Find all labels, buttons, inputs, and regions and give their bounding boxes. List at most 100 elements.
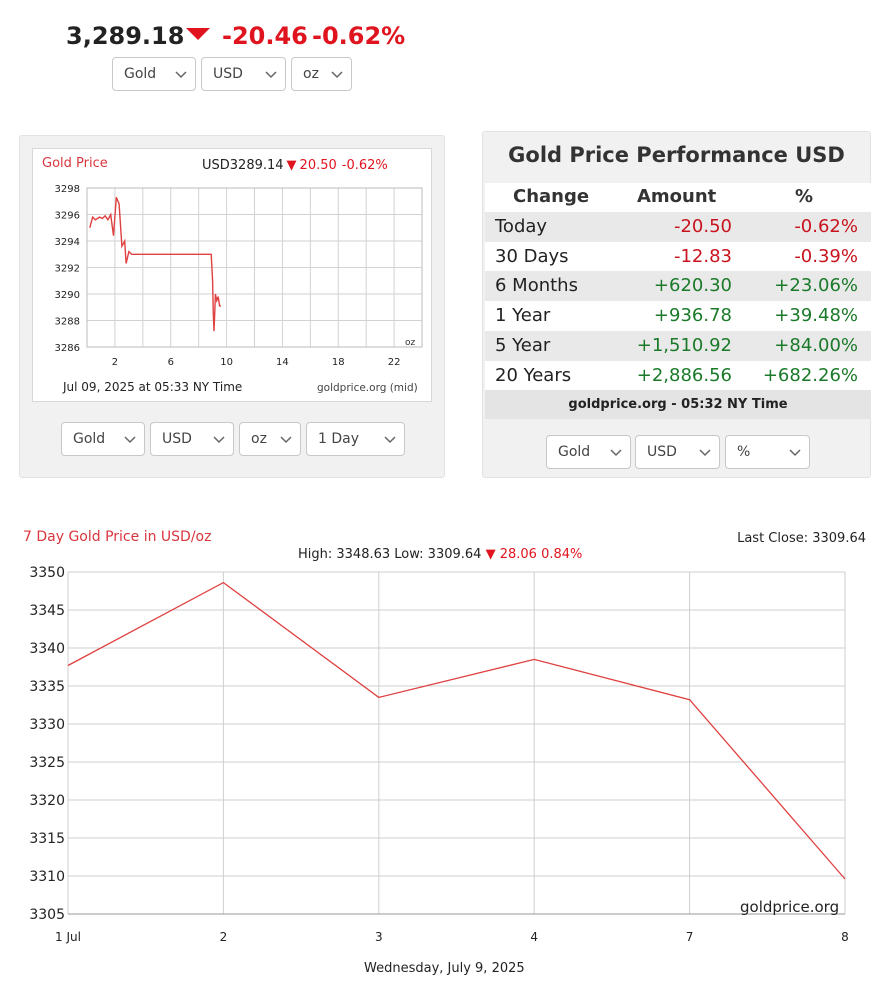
y-tick-label: 3290 — [55, 290, 80, 301]
intraday-chart-frame — [32, 148, 432, 402]
performance-row: 1 Year +936.78 +39.48% — [485, 301, 871, 332]
performance-row-amount: -12.83 — [673, 245, 732, 267]
performance-row-percent: +39.48% — [774, 305, 858, 327]
perf-mode-select[interactable]: % — [725, 435, 810, 469]
x-tick-label: 6 — [168, 357, 174, 368]
y-tick-label: 3310 — [29, 869, 65, 885]
performance-title: Gold Price Performance USD — [508, 143, 845, 167]
perf-mode-select-value: % — [737, 444, 751, 460]
metal-select[interactable]: Gold — [112, 57, 196, 91]
weekly-chart-date: Wednesday, July 9, 2025 — [364, 961, 525, 976]
chart-currency-select-value: USD — [162, 431, 192, 447]
y-tick-label: 3340 — [29, 641, 65, 657]
y-tick-label: 3292 — [55, 264, 80, 275]
y-tick-label: 3345 — [29, 603, 65, 619]
y-tick-label: 3335 — [29, 679, 65, 695]
x-tick-label: 14 — [276, 357, 289, 368]
currency-select-value: USD — [213, 66, 243, 82]
performance-row: Today -20.50 -0.62% — [485, 212, 871, 242]
chevron-down-icon — [265, 71, 277, 79]
performance-row-amount: +620.30 — [653, 275, 732, 297]
chart-metal-select[interactable]: Gold — [61, 422, 145, 456]
chart-unit-select-value: oz — [251, 431, 267, 447]
x-tick-label: 22 — [388, 357, 401, 368]
high-low-values: High: 3348.63 Low: 3309.64 — [298, 547, 482, 562]
intraday-timestamp: Jul 09, 2025 at 05:33 NY Time — [62, 380, 242, 394]
performance-row: 30 Days -12.83 -0.39% — [485, 241, 871, 272]
performance-row-label: Today — [495, 216, 548, 237]
intraday-chart: Gold Price USD3289.14 ▼ 20.50 -0.62% 3298 32… — [42, 156, 423, 394]
performance-row-percent: -0.39% — [794, 245, 858, 267]
chevron-down-icon — [699, 449, 711, 457]
y-tick-label: 3330 — [29, 717, 65, 733]
performance-row-percent: -0.62% — [794, 216, 858, 237]
performance-row-label: 20 Years — [495, 364, 572, 386]
down-triangle-icon: ▼ — [485, 547, 496, 562]
x-tick-label: 10 — [220, 357, 233, 368]
perf-metal-select-value: Gold — [558, 444, 591, 460]
performance-row: 6 Months +620.30 +23.06% — [485, 271, 871, 302]
col-header-amount: Amount — [637, 186, 717, 207]
performance-row-label: 5 Year — [495, 334, 551, 356]
y-tick-label: 3286 — [55, 343, 80, 354]
performance-footer: goldprice.org - 05:32 NY Time — [485, 390, 871, 419]
performance-row: 20 Years +2,886.56 +682.26% — [485, 360, 871, 391]
chevron-down-icon — [175, 71, 187, 79]
high-low-summary: High: 3348.63 Low: 3309.64 ▼ 28.06 0.84% — [298, 547, 582, 562]
chart-range-select-value: 1 Day — [318, 431, 360, 447]
performance-row-amount: +1,510.92 — [636, 334, 732, 356]
price-change: -20.46 — [222, 22, 308, 50]
weekly-change: 28.06 0.84% — [499, 547, 583, 562]
performance-row-percent: +23.06% — [774, 275, 858, 297]
performance-row-amount: +2,886.56 — [636, 364, 732, 386]
down-arrow-icon — [186, 28, 210, 40]
metal-select-value: Gold — [124, 66, 157, 82]
currency-select[interactable]: USD — [201, 57, 286, 91]
y-tick-label: 3320 — [29, 793, 65, 809]
y-tick-label: 3294 — [55, 237, 80, 248]
y-tick-label: 3296 — [55, 211, 80, 222]
performance-row-label: 30 Days — [495, 245, 569, 267]
x-tick-label: 3 — [375, 930, 383, 944]
x-tick-label: 2 — [220, 930, 228, 944]
chevron-down-icon — [331, 71, 343, 79]
intraday-chart-title: Gold Price — [42, 156, 108, 171]
y-tick-label: 3350 — [29, 565, 65, 581]
chevron-down-icon — [789, 449, 801, 457]
weekly-chart-title: 7 Day Gold Price in USD/oz — [23, 529, 212, 545]
chevron-down-icon — [610, 449, 622, 457]
y-tick-label: 3298 — [55, 184, 80, 195]
unit-select-value: oz — [303, 66, 319, 82]
x-tick-label: 7 — [686, 930, 694, 944]
weekly-price-line — [67, 581, 846, 880]
col-header-change: Change — [513, 186, 590, 207]
last-close: Last Close: 3309.64 — [737, 531, 866, 546]
perf-currency-select-value: USD — [647, 444, 677, 460]
chart-currency-select[interactable]: USD — [150, 422, 234, 456]
unit-label: oz — [405, 338, 416, 348]
intraday-price-line — [89, 197, 221, 332]
perf-currency-select[interactable]: USD — [635, 435, 720, 469]
performance-row-label: 1 Year — [495, 305, 551, 327]
chevron-down-icon — [280, 436, 292, 444]
chart-metal-select-value: Gold — [73, 431, 106, 447]
chevron-down-icon — [213, 436, 225, 444]
chart-watermark: goldprice.org — [740, 898, 839, 916]
performance-row-amount: +936.78 — [653, 305, 732, 327]
performance-row-percent: +84.00% — [774, 334, 858, 356]
chevron-down-icon — [384, 436, 396, 444]
chart-range-select[interactable]: 1 Day — [306, 422, 405, 456]
current-price: 3,289.18 — [66, 22, 185, 50]
chart-unit-select[interactable]: oz — [239, 422, 301, 456]
performance-row-label: 6 Months — [495, 275, 578, 297]
perf-metal-select[interactable]: Gold — [546, 435, 631, 469]
intraday-quote: USD3289.14 ▼ 20.50 -0.62% — [202, 158, 388, 173]
unit-select[interactable]: oz — [291, 57, 352, 91]
y-tick-label: 3288 — [55, 317, 80, 328]
performance-row-percent: +682.26% — [762, 364, 858, 386]
col-header-percent: % — [795, 186, 814, 207]
x-tick-label: 4 — [530, 930, 538, 944]
x-tick-label: 8 — [841, 930, 849, 944]
weekly-chart: 3350 3345 3340 3335 3330 3325 3320 3315 3310 3305… — [29, 565, 849, 944]
x-tick-label: 2 — [112, 357, 118, 368]
